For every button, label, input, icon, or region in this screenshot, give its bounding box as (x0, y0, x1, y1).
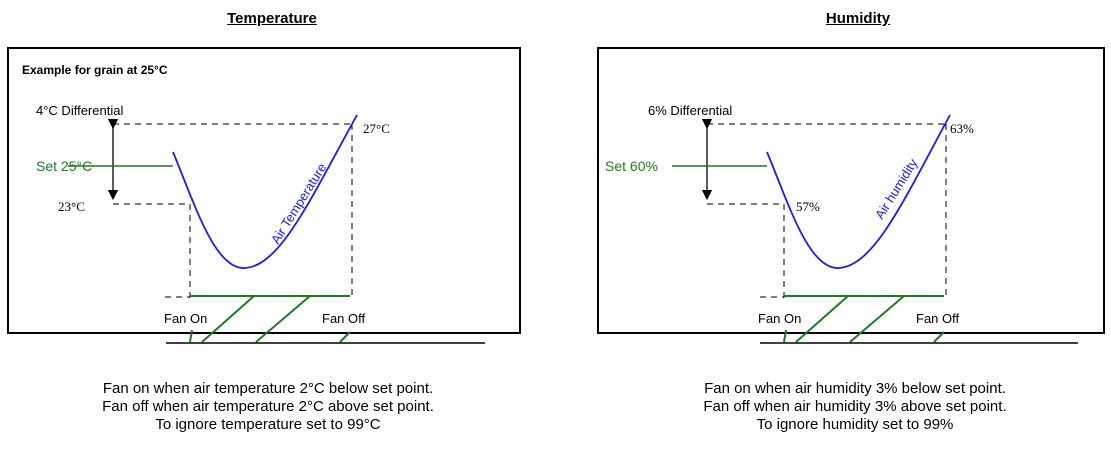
temperature-title: Temperature (227, 10, 317, 27)
fan-off-label: Fan Off (916, 311, 960, 326)
hatch-marks (189, 295, 351, 343)
high-value-label: 27°C (363, 121, 390, 136)
temperature-differential-label: 4°C Differential (36, 103, 123, 118)
temperature-caption: Fan on when air temperature 2°C below se… (8, 380, 528, 434)
curve-label: Air Temperature (268, 160, 330, 246)
low-value-label: 23°C (58, 199, 85, 214)
low-value-label: 57% (796, 199, 820, 214)
humidity-caption: Fan on when air humidity 3% below set po… (595, 380, 1111, 434)
caption-line: Fan off when air temperature 2°C above s… (102, 398, 434, 415)
hatch-marks (783, 295, 945, 343)
air-temperature-curve (172, 114, 358, 269)
humidity-frame (597, 47, 1105, 334)
caption-line: Fan on when air temperature 2°C below se… (102, 380, 434, 397)
set-point-label: Set 60% (605, 158, 658, 174)
air-humidity-curve (766, 114, 951, 269)
temperature-diagram: Example for grain at 25°C 4°C Differenti… (7, 47, 521, 344)
caption-line: To ignore temperature set to 99°C (155, 416, 381, 433)
caption-line: Fan off when air humidity 3% above set p… (703, 398, 1007, 415)
humidity-title: Humidity (825, 10, 891, 27)
high-value-label: 63% (950, 121, 974, 136)
set-point-label: Set 25°C (36, 158, 92, 174)
humidity-diagram: 6% Differential Set 60% 63% 57% Air humi… (597, 47, 1105, 344)
humidity-differential-label: 6% Differential (648, 103, 732, 118)
fan-on-label: Fan On (164, 311, 207, 326)
caption-line: To ignore humidity set to 99% (756, 416, 954, 433)
fan-on-label: Fan On (758, 311, 801, 326)
fan-off-label: Fan Off (322, 311, 366, 326)
temperature-frame (7, 47, 521, 334)
example-note: Example for grain at 25°C (22, 63, 168, 77)
caption-line: Fan on when air humidity 3% below set po… (704, 380, 1006, 397)
